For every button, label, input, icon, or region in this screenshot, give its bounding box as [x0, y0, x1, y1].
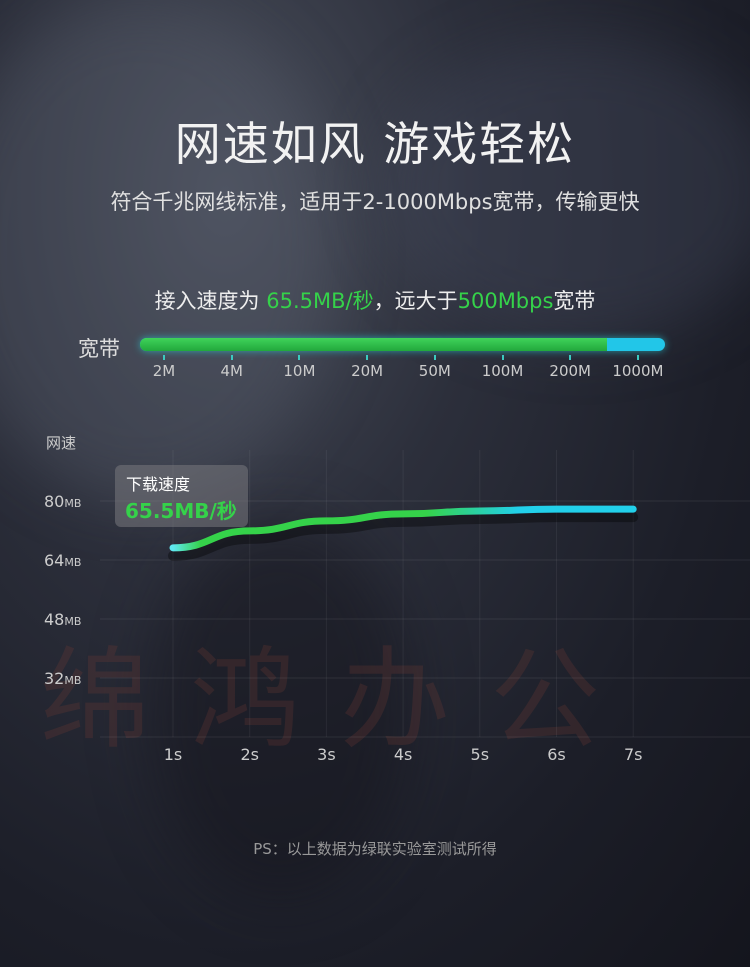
- bandwidth-tick-label: 1000M: [612, 362, 664, 380]
- speed-compare: 500Mbps: [457, 289, 554, 313]
- bandwidth-tick-label: 200M: [549, 362, 591, 380]
- bandwidth-tick: [366, 355, 369, 360]
- tooltip-label: 下载速度: [126, 475, 191, 494]
- speed-middle: ，远大于: [373, 289, 458, 313]
- x-tick-label: 3s: [317, 745, 336, 764]
- y-tick-label: 48MB: [44, 610, 81, 629]
- bandwidth-tick: [163, 355, 165, 360]
- speed-chart: 网速 80MB 64MB 48MB 32MB 1s 2s 3s 4s 5s 6s 7s: [44, 434, 643, 764]
- bandwidth-tick-label: 20M: [351, 362, 384, 380]
- bandwidth-label: 宽带: [78, 337, 120, 361]
- y-tick-unit: MB: [64, 674, 81, 687]
- y-tick-label: 80MB: [44, 492, 81, 511]
- page-title: 网速如风 游戏轻松: [174, 117, 576, 171]
- bandwidth-bar: [140, 338, 665, 351]
- y-tick-unit: MB: [64, 556, 81, 569]
- bandwidth-tick-label: 4M: [220, 362, 243, 380]
- bandwidth-tick-label: 10M: [283, 362, 316, 380]
- bandwidth-tick: [298, 355, 301, 360]
- x-tick-label: 4s: [394, 745, 413, 764]
- speed-line: [169, 505, 637, 552]
- bandwidth-tick-label: 2M: [152, 362, 176, 380]
- line-shadow: [168, 512, 639, 561]
- page-subtitle: 符合千兆网线标准，适用于2-1000Mbps宽带，传输更快: [110, 190, 640, 214]
- bandwidth-tick: [636, 355, 639, 360]
- y-tick-unit: MB: [64, 497, 81, 510]
- x-tick-label: 2s: [240, 745, 259, 764]
- bandwidth-tick: [569, 355, 572, 360]
- y-tick-unit: MB: [64, 615, 81, 628]
- x-tick-label: 5s: [471, 745, 490, 764]
- bandwidth-tick-label: 100M: [481, 362, 524, 380]
- bandwidth-tick: [501, 355, 504, 360]
- y-axis-label: 网速: [46, 434, 76, 452]
- bandwidth-tick: [230, 355, 233, 360]
- tooltip-value: 65.5MB/秒: [125, 499, 237, 523]
- bandwidth-tick: [433, 355, 436, 360]
- x-tick-label: 7s: [624, 745, 643, 764]
- tooltip: 下载速度 65.5MB/秒: [115, 465, 248, 527]
- y-tick-label: 64MB: [44, 551, 81, 570]
- footer-note: PS：以上数据为绿联实验室测试所得: [253, 840, 497, 858]
- bandwidth-tick-label: 50M: [418, 362, 451, 380]
- speed-summary: 接入速度为 65.5MB/秒，远大于500Mbps宽带: [0, 285, 750, 315]
- x-tick-label: 1s: [164, 745, 183, 764]
- bandwidth-fill: [140, 338, 608, 351]
- speed-suffix: 宽带: [553, 289, 596, 313]
- y-tick-label: 32MB: [44, 669, 81, 688]
- speed-value: 65.5MB/秒: [266, 289, 374, 313]
- x-tick-label: 6s: [547, 745, 566, 764]
- speed-prefix: 接入速度为: [154, 289, 267, 313]
